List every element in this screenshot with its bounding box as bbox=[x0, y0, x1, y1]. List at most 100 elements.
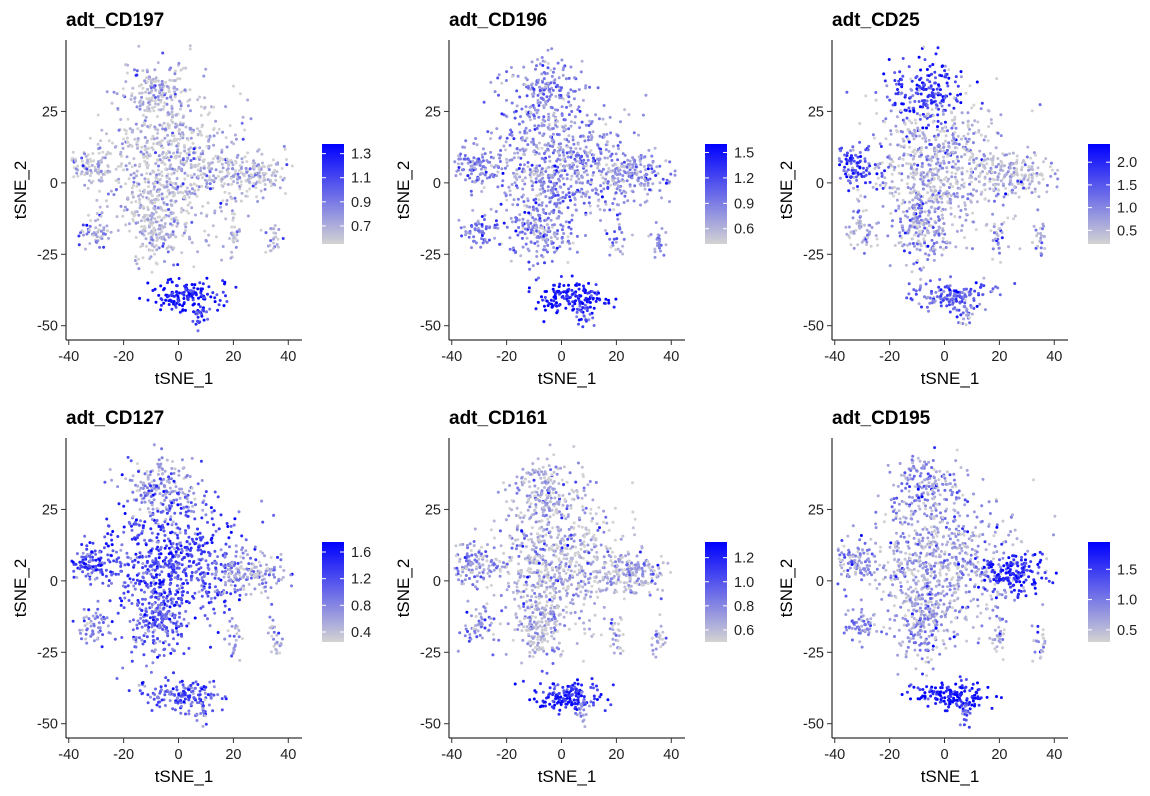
cell-point bbox=[906, 152, 910, 156]
cell-point bbox=[182, 231, 186, 235]
cell-point bbox=[897, 192, 901, 196]
cell-point bbox=[1006, 216, 1010, 220]
cell-point bbox=[909, 77, 913, 81]
cell-point bbox=[162, 156, 166, 160]
cell-point bbox=[162, 301, 166, 305]
cell-point bbox=[98, 223, 102, 227]
cell-point bbox=[940, 194, 944, 197]
cell-point bbox=[505, 225, 509, 229]
cell-point bbox=[168, 78, 172, 82]
cell-point bbox=[182, 302, 186, 306]
cell-point bbox=[498, 136, 502, 140]
cell-point bbox=[542, 181, 546, 185]
cell-point bbox=[988, 187, 992, 191]
cell-point bbox=[248, 187, 252, 191]
cell-point bbox=[565, 293, 569, 297]
cell-point bbox=[224, 136, 228, 140]
cell-point bbox=[1036, 166, 1040, 170]
cell-point bbox=[76, 164, 80, 168]
cell-point bbox=[870, 226, 874, 229]
cell-point bbox=[951, 302, 954, 306]
cell-point bbox=[578, 190, 582, 194]
cell-point bbox=[253, 161, 257, 165]
cell-point bbox=[1007, 245, 1010, 249]
cell-point bbox=[601, 117, 605, 121]
cell-point bbox=[578, 300, 582, 304]
cell-point bbox=[586, 297, 589, 301]
cell-point bbox=[190, 486, 194, 490]
cell-point bbox=[532, 106, 536, 110]
cell-point bbox=[153, 231, 157, 234]
cell-point bbox=[201, 282, 205, 286]
cell-point bbox=[502, 144, 506, 148]
cell-point bbox=[517, 122, 521, 126]
cell-point bbox=[597, 199, 601, 203]
cell-point bbox=[1044, 157, 1048, 161]
cell-point bbox=[230, 197, 234, 201]
cell-point bbox=[925, 184, 929, 188]
cell-point bbox=[204, 239, 208, 243]
cell-point bbox=[462, 225, 466, 229]
cell-point bbox=[991, 247, 995, 251]
cell-point bbox=[1030, 165, 1034, 169]
cell-point bbox=[528, 205, 532, 209]
cell-point bbox=[184, 225, 188, 229]
cell-point bbox=[140, 173, 144, 177]
cell-point bbox=[176, 185, 180, 189]
cell-point bbox=[920, 81, 924, 85]
cell-point bbox=[856, 243, 860, 247]
cell-point bbox=[509, 66, 513, 69]
cell-point bbox=[555, 169, 558, 173]
cell-point bbox=[105, 205, 109, 208]
cell-point bbox=[868, 180, 872, 184]
cell-point bbox=[155, 136, 159, 140]
cell-point bbox=[845, 90, 849, 94]
cell-point bbox=[923, 99, 926, 102]
cell-point bbox=[569, 146, 573, 150]
cell-point bbox=[1053, 172, 1057, 176]
cell-point bbox=[916, 147, 920, 151]
cell-point bbox=[915, 247, 919, 251]
cell-point bbox=[956, 84, 960, 88]
cell-point bbox=[521, 138, 524, 142]
cell-point bbox=[290, 164, 294, 168]
cell-point bbox=[618, 226, 621, 229]
cell-point bbox=[134, 221, 138, 225]
cell-point bbox=[607, 301, 611, 305]
cell-point bbox=[570, 165, 574, 169]
cell-point bbox=[138, 91, 142, 95]
cell-point bbox=[188, 292, 192, 296]
y-tick-label: -25 bbox=[420, 247, 441, 263]
cell-point bbox=[520, 135, 524, 139]
cell-point bbox=[606, 181, 610, 185]
cell-point bbox=[994, 194, 998, 198]
cell-point bbox=[926, 154, 930, 158]
cell-point bbox=[535, 145, 539, 149]
cell-point bbox=[999, 179, 1003, 183]
cell-point bbox=[553, 172, 557, 176]
cell-point bbox=[1039, 172, 1043, 176]
cell-point bbox=[161, 127, 165, 131]
cell-point bbox=[158, 492, 162, 496]
cell-point bbox=[556, 229, 560, 233]
cell-point bbox=[215, 293, 219, 297]
cell-point bbox=[921, 136, 925, 140]
cell-point bbox=[612, 176, 616, 180]
cell-point bbox=[660, 196, 663, 200]
cell-point bbox=[154, 162, 158, 165]
cell-point bbox=[580, 187, 584, 191]
cell-point bbox=[614, 297, 618, 301]
cell-point bbox=[542, 152, 546, 155]
cell-point bbox=[196, 482, 200, 486]
cell-point bbox=[105, 90, 109, 94]
cell-point bbox=[847, 173, 851, 177]
cell-point bbox=[936, 125, 939, 129]
cell-point bbox=[229, 158, 233, 162]
cell-point bbox=[156, 61, 160, 65]
cell-point bbox=[918, 193, 922, 197]
cell-point bbox=[859, 155, 863, 158]
cell-point bbox=[258, 174, 262, 178]
cell-point bbox=[163, 260, 166, 263]
cell-point bbox=[960, 166, 964, 170]
cell-point bbox=[903, 122, 907, 126]
